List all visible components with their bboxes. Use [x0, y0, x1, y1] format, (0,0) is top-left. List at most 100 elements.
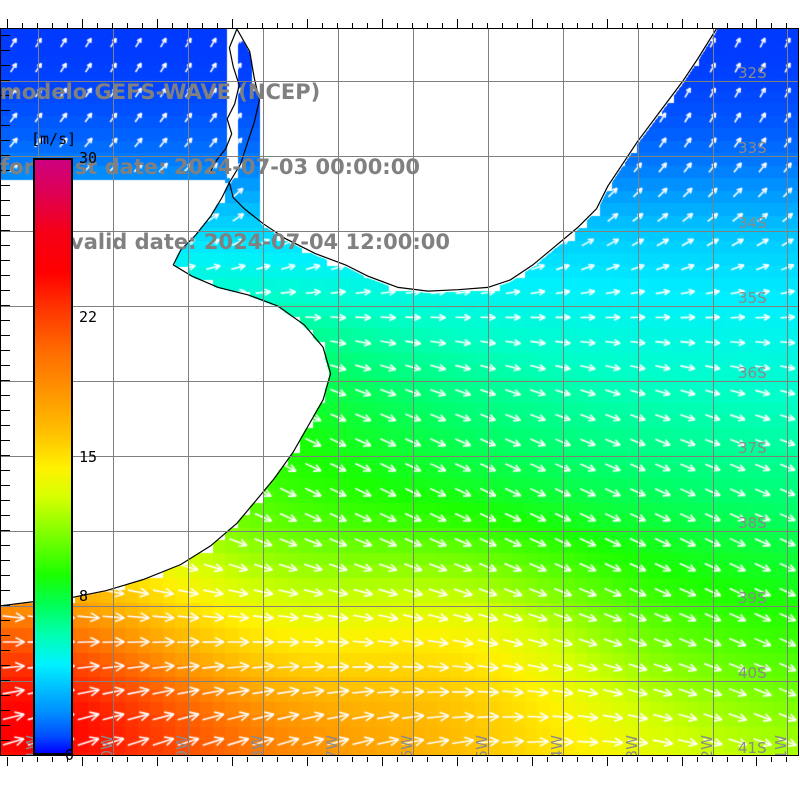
axis-tick [547, 23, 548, 28]
axis-tick [756, 757, 757, 766]
axis-tick [337, 23, 338, 28]
axis-tick [756, 19, 757, 28]
axis-tick [0, 560, 9, 561]
axis-tick [67, 23, 68, 28]
gridline-latitude [1, 231, 798, 232]
axis-tick [427, 757, 428, 762]
axis-tick [5, 755, 10, 756]
axis-tick [0, 170, 5, 171]
axis-tick [5, 125, 10, 126]
axis-tick [697, 757, 698, 762]
axis-tick [5, 530, 10, 531]
axis-tick [0, 200, 5, 201]
axis-tick [5, 695, 10, 696]
gridline-longitude [338, 29, 339, 755]
axis-tick [0, 440, 5, 441]
axis-tick [0, 350, 5, 351]
top-axis-ticks [0, 18, 799, 28]
axis-tick [307, 19, 308, 28]
axis-tick [5, 470, 10, 471]
axis-tick [232, 19, 233, 28]
axis-tick [247, 757, 248, 762]
axis-tick [187, 23, 188, 28]
axis-tick [0, 725, 5, 726]
axis-tick [5, 515, 10, 516]
axis-tick [786, 757, 787, 762]
axis-tick [0, 605, 5, 606]
axis-tick [5, 320, 10, 321]
axis-tick [262, 757, 263, 762]
axis-tick [0, 140, 5, 141]
axis-tick [577, 23, 578, 28]
axis-tick [127, 23, 128, 28]
axis-tick [5, 365, 10, 366]
colorbar-gradient [33, 158, 73, 755]
gridline-longitude [713, 29, 714, 755]
axis-tick [322, 23, 323, 28]
axis-tick [0, 260, 9, 261]
axis-tick [0, 50, 5, 51]
axis-tick [5, 590, 10, 591]
axis-tick [5, 650, 10, 651]
axis-tick [397, 757, 398, 762]
gridline-latitude [1, 606, 798, 607]
axis-tick [771, 757, 772, 762]
axis-tick [5, 155, 10, 156]
axis-tick [652, 757, 653, 762]
axis-tick [712, 757, 713, 762]
axis-tick [367, 23, 368, 28]
axis-tick [5, 200, 10, 201]
axis-tick [5, 275, 10, 276]
axis-tick [5, 665, 10, 666]
axis-tick [0, 575, 5, 576]
axis-tick [232, 757, 233, 766]
axis-tick [562, 757, 563, 762]
axis-tick [622, 23, 623, 28]
gridline-latitude [1, 306, 798, 307]
axis-tick [5, 170, 10, 171]
axis-tick [652, 23, 653, 28]
axis-tick [607, 757, 608, 766]
axis-tick [562, 23, 563, 28]
axis-tick [0, 530, 5, 531]
axis-tick [442, 757, 443, 762]
axis-tick [5, 50, 10, 51]
axis-tick [382, 757, 383, 766]
axis-tick [637, 757, 638, 762]
axis-tick [352, 757, 353, 762]
axis-tick [517, 23, 518, 28]
axis-tick [0, 380, 5, 381]
axis-tick [667, 23, 668, 28]
axis-tick [0, 455, 5, 456]
axis-tick [5, 725, 10, 726]
axis-tick [0, 290, 5, 291]
wind-direction-arrows [1, 29, 798, 755]
axis-tick [157, 757, 158, 766]
axis-tick [0, 740, 5, 741]
colorbar-tick-label: 30 [79, 149, 98, 167]
right-axis-ticks [0, 28, 10, 756]
gridline-latitude [1, 381, 798, 382]
axis-tick [0, 410, 9, 411]
colorbar: [m/s] 30 22 15 8 0 [31, 130, 97, 764]
axis-tick [37, 23, 38, 28]
axis-tick [0, 230, 5, 231]
axis-tick [5, 350, 10, 351]
axis-tick [712, 23, 713, 28]
axis-tick [472, 23, 473, 28]
axis-tick [0, 95, 5, 96]
axis-tick [0, 275, 5, 276]
axis-tick [0, 80, 5, 81]
axis-tick [0, 335, 9, 336]
axis-tick [727, 757, 728, 762]
axis-tick [502, 23, 503, 28]
axis-tick [5, 395, 10, 396]
axis-tick [127, 757, 128, 762]
colorbar-tick-label: 22 [79, 308, 98, 327]
axis-tick [262, 23, 263, 28]
axis-tick [592, 757, 593, 762]
axis-tick [217, 757, 218, 762]
axis-tick [0, 650, 5, 651]
gridline-longitude [563, 29, 564, 755]
